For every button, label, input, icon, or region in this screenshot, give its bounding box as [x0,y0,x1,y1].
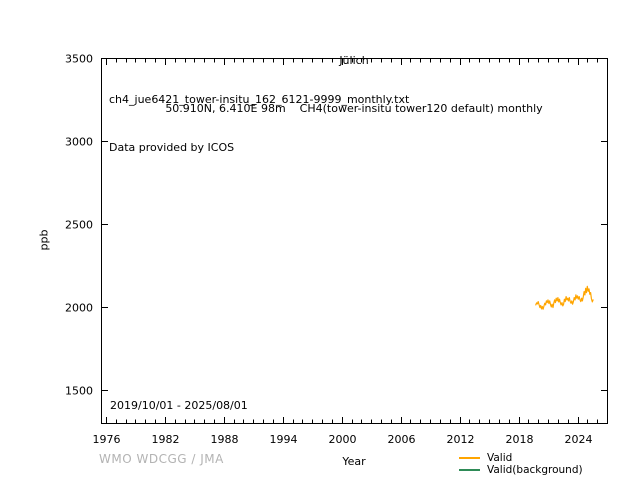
x-tick-label: 2000 [329,433,357,446]
y-tick-label: 2000 [65,302,93,315]
y-tick-label: 3500 [65,53,93,66]
legend-label-valid: Valid [487,452,513,464]
y-axis-label: ppb [37,229,51,251]
data-line-valid [535,285,594,310]
legend-label-valid-background: Valid(background) [487,464,583,476]
x-tick-label: 2018 [506,433,534,446]
annotation-filename: ch4_jue6421_tower-insitu_162_6121-9999_m… [109,93,410,106]
y-tick-label: 1500 [65,385,93,398]
x-tick-label: 1988 [211,433,239,446]
x-tick-label: 1994 [270,433,298,446]
legend-line-swatch-valid-background [459,469,480,471]
chart-subtitle: 50.910N, 6.410E 98m CH4(tower-insitu tow… [165,102,543,115]
chart-title: Jülich [339,54,369,67]
legend-item-valid-background: Valid(background) [459,464,583,476]
chart-title-block: Jülich 50.910N, 6.410E 98m CH4(tower-ins… [101,21,607,149]
legend-line-swatch-valid [459,457,480,459]
legend-item-valid: Valid [459,452,583,464]
x-axis-label: Year [342,455,366,468]
wdcgg-credit: WMO WDCGG / JMA [99,452,224,466]
x-tick-label: 2006 [388,433,416,446]
annotation-provider: Data provided by ICOS [109,141,235,154]
annotation-block: ch4_jue6421_tower-insitu_162_6121-9999_m… [109,60,409,188]
plot-border [101,58,608,424]
y-tick-label: 3000 [65,136,93,149]
y-tick-label: 2500 [65,219,93,232]
x-tick-label: 1982 [152,433,180,446]
x-tick-label: 1976 [93,433,121,446]
x-tick-label: 2024 [565,433,593,446]
date-range-label: 2019/10/01 - 2025/08/01 [110,399,248,412]
legend: Valid Valid(background) [459,452,583,476]
x-tick-label: 2012 [447,433,475,446]
